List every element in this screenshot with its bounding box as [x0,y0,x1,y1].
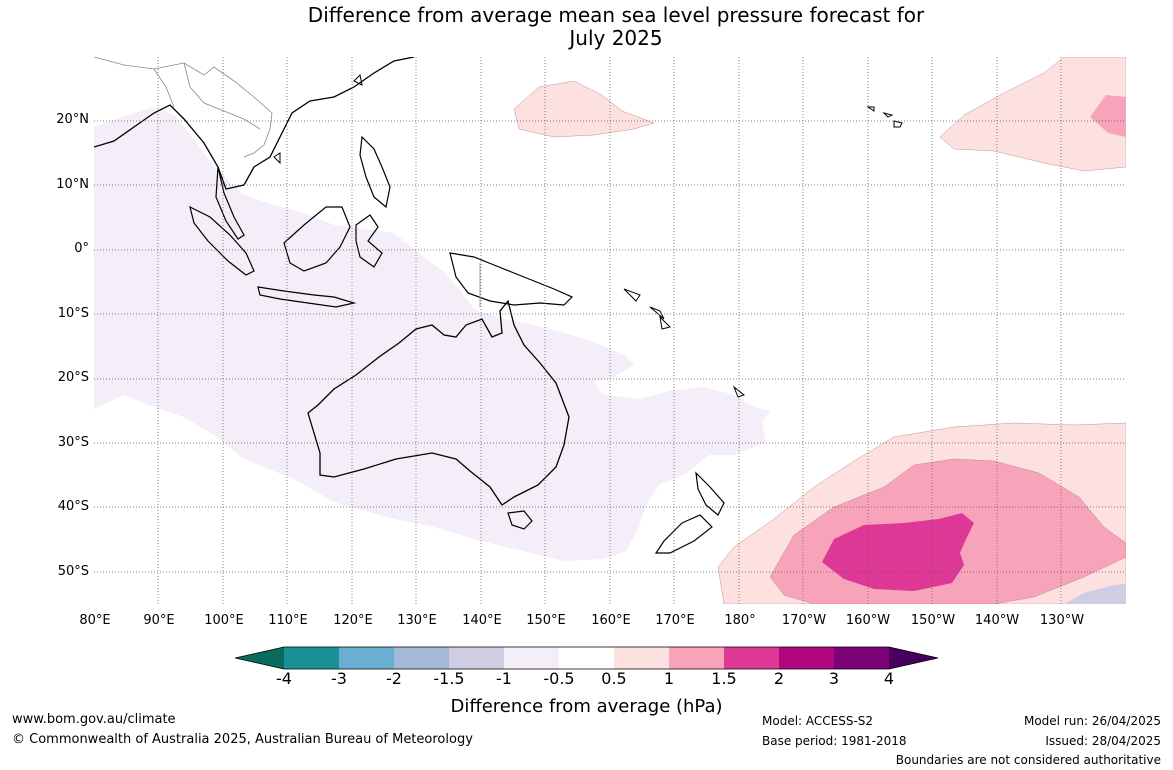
lat-label-0: 0° [74,241,89,256]
lon-label-180: 180° [724,613,756,628]
anomaly-region-neg-south-east [1064,584,1126,604]
title-line-2: July 2025 [569,26,663,50]
sulawesi-coastline [355,214,383,268]
country-borders [94,57,481,307]
colorbar-tick: 1 [663,669,675,688]
copyright-text: © Commonwealth of Australia 2025, Austra… [12,732,473,747]
website-text: www.bom.gov.au/climate [12,712,176,727]
colorbar [235,646,939,670]
pressure-anomaly-map [94,57,1126,604]
philippines-coastline [359,135,391,209]
colorbar-tick: 1.5 [711,669,737,688]
lon-label-110e: 110°E [268,613,308,628]
colorbar-segment-3-4 [834,647,889,669]
anomaly-region-pos-1-ne [1090,95,1126,137]
lon-label-90e: 90°E [143,613,175,628]
lon-label-100e: 100°E [204,613,244,628]
colorbar-segment-1-0-5 [504,647,559,669]
lon-label-170e: 170°E [655,613,695,628]
lat-label-30s: 30°S [57,435,89,450]
colorbar-segment-4-3 [284,647,339,669]
australia-coastline [307,299,570,506]
lat-label-10n: 10°N [56,177,89,192]
model-run-text: Model run: 26/04/2025 [1023,714,1161,728]
lon-label-120e: 120°E [333,613,373,628]
lat-label-40s: 40°S [57,499,89,514]
title-line-1: Difference from average mean sea level p… [307,3,925,27]
chart-title: Difference from average mean sea level p… [0,4,1173,50]
issued-text: Issued: 28/04/2025 [1045,734,1161,748]
se-asia-coastline [94,57,415,190]
colorbar-tick: 0.5 [601,669,627,688]
colorbar-segment-1-1-5 [669,647,724,669]
lon-label-150w: 150°W [910,613,956,628]
colorbar-segment-2-3 [779,647,834,669]
colorbar-tick: 3 [828,669,840,688]
tasmania-coastline [507,510,533,530]
lat-label-20n: 20°N [56,112,89,127]
lat-label-50s: 50°S [57,564,89,579]
java-coastline [257,286,357,308]
colorbar-label: Difference from average (hPa) [450,696,723,717]
lon-label-130w: 130°W [1039,613,1085,628]
colorbar-segment-lt-4 [235,647,284,669]
colorbar-tick: -1 [496,669,512,688]
graticule [94,57,1126,604]
lon-label-170w: 170°W [781,613,827,628]
lon-label-140e: 140°E [462,613,502,628]
colorbar-tick: -2 [386,669,402,688]
model-text: Model: ACCESS-S2 [762,714,874,728]
colorbar-segment-2-1-5 [394,647,449,669]
colorbar-segment-0-5-0-5 [559,647,614,669]
colorbar-segment-gt-4 [889,647,938,669]
colorbar-tick: -1.5 [433,669,465,688]
anomaly-region-pos-1-5 [822,513,974,591]
anomaly-region-neg-0-5 [94,107,770,561]
lon-label-150e: 150°E [526,613,566,628]
disclaimer-text: Boundaries are not considered authoritat… [895,753,1161,767]
colorbar-segment-1-5-2 [724,647,779,669]
base-period-text: Base period: 1981-2018 [762,734,907,748]
new-zealand-coastline [654,471,725,554]
lon-label-160e: 160°E [591,613,631,628]
small-islands [273,73,746,398]
hawaii-islands [866,106,903,128]
malay-peninsula-coastline [215,166,245,240]
colorbar-segment-3-2 [339,647,394,669]
colorbar-tick: -4 [276,669,292,688]
colorbar-tick: -3 [331,669,347,688]
lon-label-140w: 140°W [974,613,1020,628]
colorbar-tick: 4 [883,669,895,688]
colorbar-outline [235,646,939,670]
lon-label-160w: 160°W [845,613,891,628]
colorbar-segment-0-5-1 [614,647,669,669]
lon-label-80e: 80°E [79,613,111,628]
new-guinea-coastline [449,252,574,306]
colorbar-tick: -0.5 [543,669,575,688]
colorbar-tick: 2 [773,669,785,688]
lon-label-130e: 130°E [397,613,437,628]
lat-label-20s: 20°S [57,370,89,385]
anomaly-region-pos-0-5-north [513,80,655,138]
colorbar-segment-1-5-1 [449,647,504,669]
lat-label-10s: 10°S [57,306,89,321]
map-panel [94,57,1126,604]
sumatra-coastline [189,205,255,276]
borneo-coastline [283,206,351,272]
